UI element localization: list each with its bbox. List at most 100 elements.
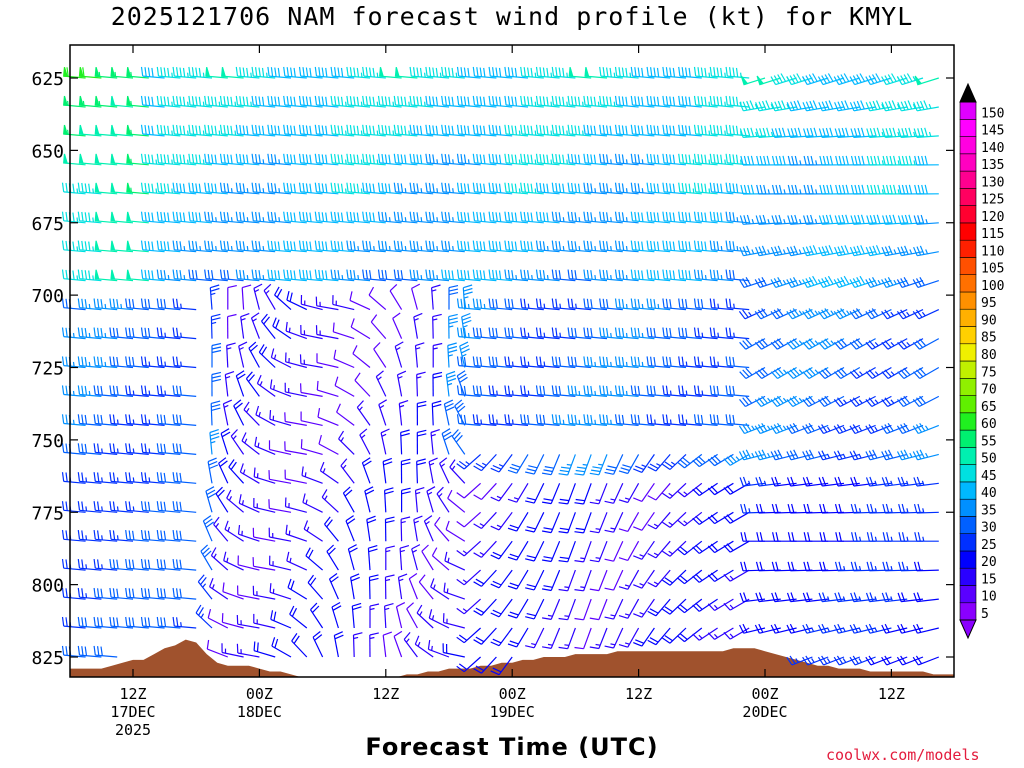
wind-barb-staff	[158, 220, 181, 224]
wind-barb-staff	[205, 104, 228, 108]
wind-barb-feather	[176, 269, 179, 280]
wind-barb-feather	[599, 269, 602, 279]
wind-barb-feather	[65, 298, 68, 309]
wind-barb-feather	[492, 667, 502, 673]
wind-barb	[633, 627, 655, 647]
wind-barb	[416, 458, 426, 484]
wind-barb-staff	[432, 555, 450, 571]
wind-barb-feather	[314, 124, 318, 135]
wind-barb-half-feather	[148, 448, 151, 454]
wind-barb-feather	[543, 556, 553, 559]
wind-barb-feather	[384, 490, 394, 495]
wind-barb-feather	[233, 399, 242, 407]
wind-barb	[567, 211, 592, 224]
wind-barb-feather	[182, 125, 186, 135]
wind-barb-feather	[109, 472, 112, 482]
wind-barb-staff	[241, 287, 245, 310]
wind-barb-staff	[324, 523, 339, 542]
wind-barb-staff	[613, 569, 624, 591]
wind-barb	[110, 66, 134, 79]
wind-barb-half-feather	[518, 188, 521, 194]
wind-barb-feather	[606, 67, 609, 77]
wind-barb-half-feather	[130, 71, 132, 77]
wind-barb-staff	[600, 75, 623, 79]
wind-barb-feather	[571, 154, 574, 164]
wind-barb-staff	[332, 303, 355, 311]
wind-barb-staff	[111, 393, 134, 397]
wind-barb-half-feather	[455, 72, 458, 78]
wind-barb-feather	[416, 371, 426, 376]
wind-barb-feather	[344, 489, 353, 497]
wind-barb-half-feather	[452, 217, 454, 222]
wind-barb-feather	[634, 211, 637, 222]
wind-barb-half-feather	[215, 523, 220, 528]
wind-barb	[109, 443, 134, 455]
wind-barb-feather	[633, 613, 643, 618]
wind-barb	[614, 240, 639, 253]
wind-barb-feather	[369, 270, 372, 280]
wind-barb-staff	[95, 422, 118, 426]
wind-barb-half-feather	[262, 246, 265, 251]
wind-barb-staff	[363, 104, 386, 108]
wind-barb	[456, 569, 482, 586]
wind-barb-feather	[109, 501, 112, 511]
wind-barb	[614, 124, 639, 137]
wind-barb-half-feather	[701, 390, 704, 396]
wind-barb-feather	[81, 182, 84, 193]
wind-barb-staff	[481, 656, 497, 674]
wind-barb-half-feather	[446, 588, 449, 594]
wind-barb-feather	[446, 377, 457, 383]
wind-barb-feather	[625, 67, 628, 78]
wind-barb-feather	[527, 67, 530, 77]
wind-barb	[488, 269, 513, 282]
wind-barb	[291, 633, 308, 658]
wind-barb-feather	[589, 617, 599, 621]
wind-barb	[409, 153, 434, 166]
wind-barb	[93, 616, 118, 629]
wind-barb	[472, 124, 497, 137]
wind-barb-feather	[409, 66, 412, 77]
wind-barb-half-feather	[116, 419, 119, 425]
wind-barb-staff	[300, 249, 323, 253]
wind-barb-pennant	[63, 124, 68, 135]
wind-barb-feather	[321, 183, 325, 193]
wind-barb-staff	[174, 596, 197, 600]
wind-barb-half-feather	[518, 130, 521, 136]
wind-barb-feather	[235, 66, 239, 77]
wind-barb	[646, 385, 671, 397]
wind-barb-staff	[340, 465, 355, 484]
wind-barb-feather	[283, 95, 286, 106]
wind-barb	[377, 240, 402, 253]
wind-barb-feather	[176, 559, 179, 569]
wind-barb	[110, 124, 134, 137]
wind-barb-feather	[559, 498, 570, 502]
wind-barb-staff	[321, 496, 339, 513]
wind-barb	[535, 269, 560, 282]
wind-barb-feather	[61, 530, 65, 540]
wind-barb-feather	[112, 530, 116, 540]
wind-barb-feather	[551, 385, 555, 395]
wind-barb-feather	[604, 529, 614, 533]
wind-barb-feather	[634, 269, 637, 280]
wind-barb-feather	[309, 241, 312, 251]
wind-barb-feather	[618, 298, 621, 309]
wind-barb-feather	[298, 211, 302, 221]
wind-barb	[172, 356, 197, 369]
wind-barb-feather	[144, 125, 147, 135]
wind-barb-staff	[379, 133, 402, 137]
wind-barb-feather	[97, 414, 100, 424]
wind-barb-staff	[226, 497, 244, 513]
wind-barb	[488, 240, 513, 253]
wind-barb-feather	[443, 434, 453, 441]
wind-barb-feather	[586, 414, 590, 424]
wind-barb-feather	[507, 614, 517, 619]
wind-barb-half-feather	[199, 246, 202, 251]
wind-barb	[473, 453, 497, 472]
wind-barb-feather	[81, 240, 84, 251]
wind-barb-half-feather	[594, 419, 597, 425]
wind-barb-feather	[614, 240, 618, 250]
wind-barb	[630, 240, 655, 253]
wind-barb-feather	[172, 66, 175, 77]
wind-barb-staff	[363, 278, 386, 282]
wind-barb-feather	[239, 211, 242, 222]
